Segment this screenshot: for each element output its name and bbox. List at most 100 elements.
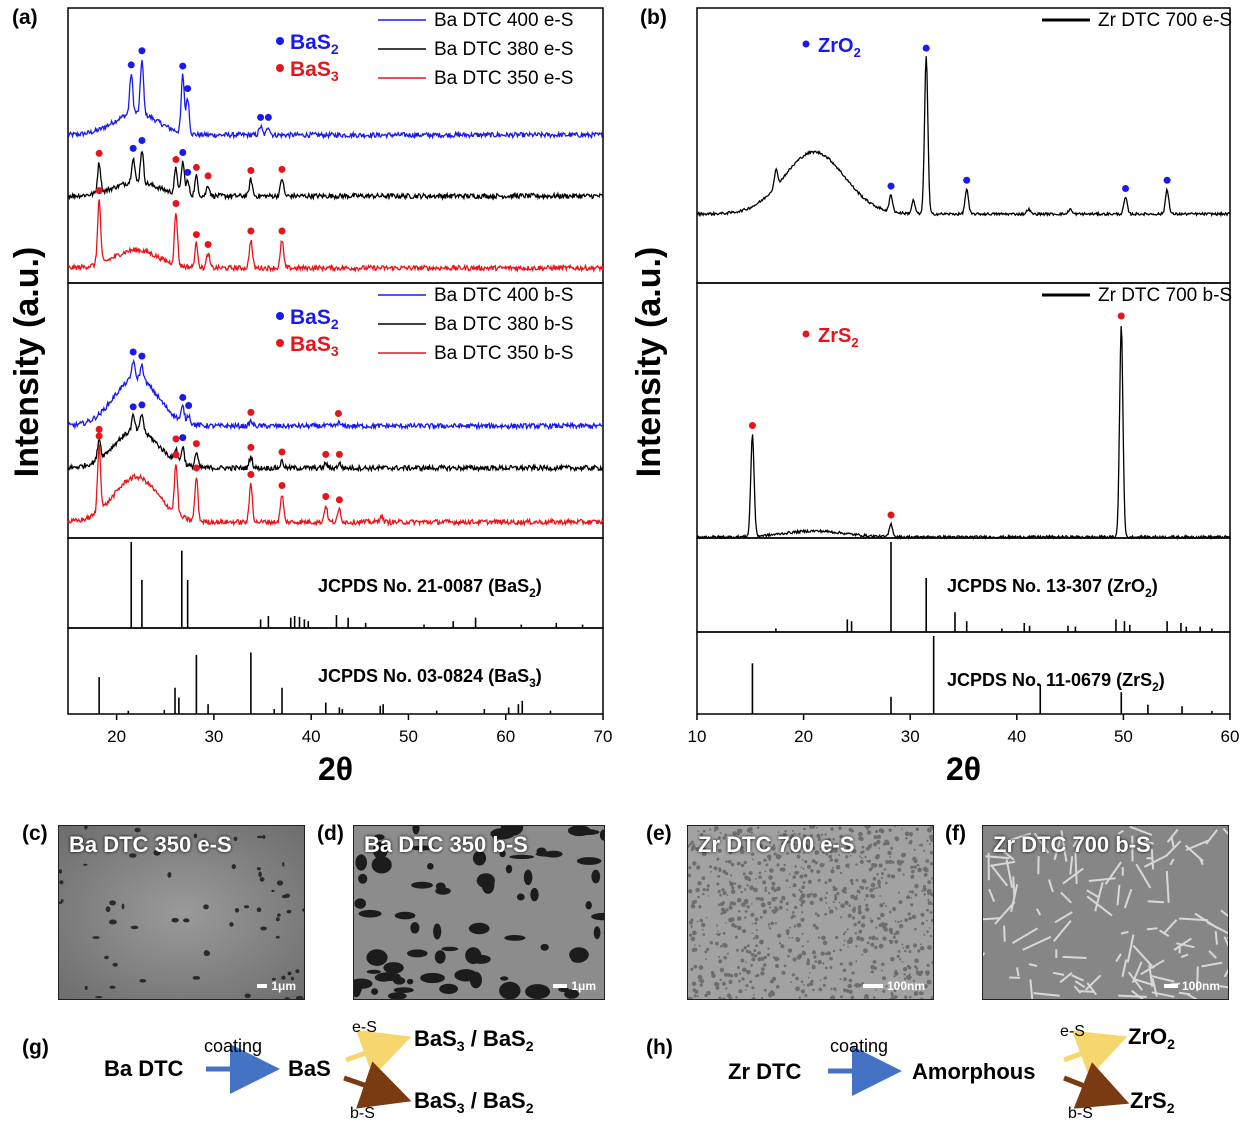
legend-label: Ba DTC 400 e-S bbox=[434, 10, 573, 31]
peak-marker bbox=[278, 165, 286, 173]
sem-texture-f bbox=[983, 826, 1228, 999]
legend-marker-label: BaS2 bbox=[290, 306, 339, 332]
peak-marker bbox=[322, 450, 330, 458]
scale-label-e: 100nm bbox=[886, 979, 925, 993]
xrd-chart-a: 20 30 40 50 60 70 Intensity (a.u.) 2θ Ba DTC 400… bbox=[8, 7, 612, 787]
scheme-g-bs-arrow bbox=[343, 1061, 412, 1109]
scheme-h: Zr DTC coating Amorphous e-S ZrO2 b-S Zr… bbox=[728, 1023, 1175, 1122]
legend-marker bbox=[802, 330, 810, 338]
peak-marker bbox=[172, 435, 180, 443]
legend-marker-label: BaS2 bbox=[290, 31, 339, 57]
x-tick-label: 40 bbox=[1007, 727, 1026, 746]
series-line bbox=[67, 199, 604, 273]
peak-marker bbox=[1163, 176, 1171, 184]
x-tick-label: 50 bbox=[399, 727, 418, 746]
peak-marker bbox=[179, 149, 187, 157]
peak-marker bbox=[95, 425, 103, 433]
peak-marker bbox=[192, 163, 200, 171]
peak-marker bbox=[172, 200, 180, 208]
legend-label: Ba DTC 380 b-S bbox=[434, 314, 573, 335]
series-line bbox=[67, 358, 604, 431]
reference-label: JCPDS No. 11-0679 (ZrS2) bbox=[947, 670, 1165, 694]
peak-marker bbox=[129, 348, 137, 356]
sem-image-d: Ba DTC 350 b-S 1μm bbox=[353, 825, 605, 1000]
peak-marker bbox=[184, 85, 192, 93]
x-axis-label: 2θ bbox=[946, 751, 981, 787]
peak-marker bbox=[748, 422, 756, 430]
sem-texture-d bbox=[354, 826, 604, 999]
peak-marker bbox=[95, 187, 103, 195]
peak-marker bbox=[138, 352, 146, 360]
peak-marker bbox=[247, 408, 255, 416]
legend-marker bbox=[276, 339, 284, 347]
peak-marker bbox=[179, 62, 187, 70]
x-tick-label: 10 bbox=[688, 727, 707, 746]
scheme-h-bs-product: ZrS2 bbox=[1130, 1088, 1175, 1116]
legend-marker bbox=[276, 37, 284, 45]
peak-marker bbox=[1117, 312, 1125, 320]
series-line bbox=[67, 444, 604, 527]
peak-marker bbox=[887, 511, 895, 519]
scheme-h-coating-label: coating bbox=[830, 1036, 888, 1056]
legend-label: Ba DTC 400 b-S bbox=[434, 285, 573, 306]
legend-marker bbox=[276, 64, 284, 72]
scheme-g-es-arrow bbox=[345, 1029, 412, 1077]
sem-image-f: Zr DTC 700 b-S 100nm bbox=[982, 825, 1229, 1000]
peak-marker bbox=[278, 448, 286, 456]
scheme-g-start: Ba DTC bbox=[104, 1056, 184, 1081]
legend-label: Zr DTC 700 e-S bbox=[1098, 10, 1232, 31]
x-tick-label: 60 bbox=[496, 727, 515, 746]
peak-marker bbox=[1122, 185, 1130, 192]
subplot-frame bbox=[67, 627, 604, 715]
series-line bbox=[67, 59, 604, 140]
scheme-g-bs-product: BaS3 / BaS2 bbox=[414, 1088, 534, 1116]
scheme-h-es-product: ZrO2 bbox=[1128, 1024, 1175, 1052]
scale-bar-f: 100nm bbox=[1163, 979, 1220, 993]
peak-marker bbox=[192, 440, 200, 448]
scale-bar-c: 1μm bbox=[257, 979, 296, 993]
legend-marker bbox=[802, 40, 810, 48]
scheme-h-start: Zr DTC bbox=[728, 1059, 801, 1084]
panel-label-h: (h) bbox=[646, 1036, 673, 1059]
peak-marker bbox=[247, 166, 255, 174]
peak-marker bbox=[278, 482, 286, 489]
peak-marker bbox=[204, 241, 212, 249]
series-line bbox=[67, 411, 604, 473]
peak-marker bbox=[247, 443, 255, 451]
legend-label: Ba DTC 350 b-S bbox=[434, 343, 573, 364]
x-axis-label: 2θ bbox=[318, 751, 353, 787]
peak-marker bbox=[335, 450, 343, 458]
reference-label: JCPDS No. 21-0087 (BaS2) bbox=[318, 576, 542, 600]
x-tick-label: 40 bbox=[302, 727, 321, 746]
x-tick-label: 20 bbox=[107, 727, 126, 746]
peak-marker bbox=[95, 149, 103, 157]
legend-label: Zr DTC 700 b-S bbox=[1098, 285, 1232, 306]
legend-marker bbox=[276, 312, 284, 320]
sem-title-e: Zr DTC 700 e-S bbox=[698, 832, 855, 857]
peak-marker bbox=[129, 403, 137, 411]
x-tick-label: 50 bbox=[1114, 727, 1133, 746]
scheme-h-es-arrow bbox=[1063, 1030, 1128, 1078]
scale-label-c: 1μm bbox=[271, 979, 296, 993]
panel-label-g: (g) bbox=[22, 1036, 49, 1059]
panel-label-e: (e) bbox=[646, 822, 672, 845]
peak-marker bbox=[247, 227, 255, 235]
peak-marker bbox=[247, 470, 255, 478]
scheme-g-coating-label: coating bbox=[204, 1036, 262, 1056]
sem-image-c: Ba DTC 350 e-S 1μm bbox=[58, 825, 305, 1000]
series-line bbox=[696, 56, 1231, 218]
peak-marker bbox=[192, 231, 200, 239]
panel-label-a: (a) bbox=[12, 6, 38, 29]
y-axis-label: Intensity (a.u.) bbox=[8, 247, 46, 477]
subplot-frame bbox=[696, 282, 1231, 539]
reference-label: JCPDS No. 13-307 (ZrO2) bbox=[947, 576, 1158, 600]
sem-texture-c bbox=[59, 826, 304, 999]
scheme-g: Ba DTC coating BaS e-S BaS3 / BaS2 b-S B… bbox=[104, 1019, 534, 1122]
legend-label: Ba DTC 350 e-S bbox=[434, 68, 573, 89]
legend-marker-label: ZrO2 bbox=[818, 35, 861, 60]
peak-marker bbox=[257, 113, 265, 121]
sem-title-c: Ba DTC 350 e-S bbox=[69, 832, 232, 857]
peak-marker bbox=[334, 410, 342, 418]
panel-label-f: (f) bbox=[945, 822, 966, 845]
peak-marker bbox=[278, 227, 286, 235]
